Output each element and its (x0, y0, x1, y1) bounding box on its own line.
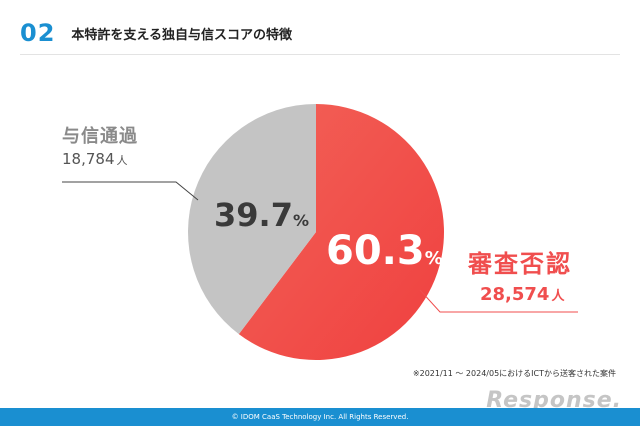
section-title: 本特許を支える独自与信スコアの特徴 (71, 27, 293, 43)
pie-slice-denied (238, 104, 445, 360)
pie-label-approved: 39.7% (214, 196, 309, 234)
section-header: 02 本特許を支える独自与信スコアの特徴 (20, 18, 292, 48)
legend-count-denied: 28,574 人 (480, 284, 564, 305)
legend-name-denied: 審査否認 (468, 250, 572, 278)
count-denied: 28,574 (480, 284, 550, 305)
section-number: 02 (20, 19, 56, 47)
footnote: ※2021/11 〜 2024/05におけるICTから送客された案件 (412, 369, 616, 378)
pie-label-denied: 60.3% (326, 228, 443, 274)
pie-slice-approved (188, 104, 316, 335)
count-unit-approved: 人 (116, 154, 128, 167)
count-approved: 18,784 (62, 150, 115, 168)
legend-count-approved: 18,784 人 (62, 150, 128, 168)
pie-percent-denied: % (425, 248, 443, 269)
header-divider (20, 54, 620, 55)
pie-percent-approved: % (293, 211, 309, 230)
leader-line-denied (419, 289, 578, 313)
copyright-footer: © IDOM CaaS Technology Inc. All Rights R… (0, 408, 640, 426)
count-unit-denied: 人 (551, 289, 565, 304)
legend-name-approved: 与信通過 (62, 126, 138, 147)
pie-value-approved: 39.7 (214, 196, 293, 234)
pie-value-denied: 60.3 (326, 228, 425, 274)
leader-line-approved (62, 181, 199, 201)
